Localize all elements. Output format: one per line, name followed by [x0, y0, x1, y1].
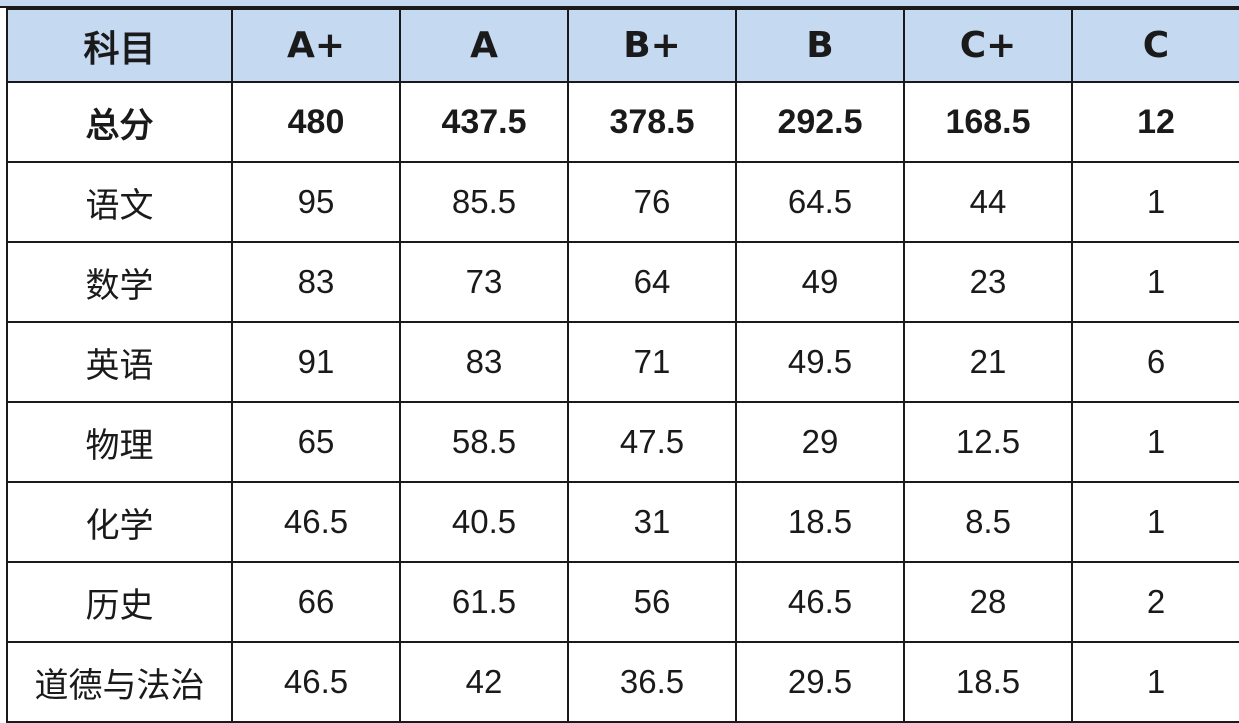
- score-cell: 58.5: [399, 401, 569, 483]
- total-value-cell: 480: [231, 81, 401, 163]
- header-row: 科目 A+ A B+ B C+ C: [6, 8, 1239, 83]
- score-cell: 66: [231, 561, 401, 643]
- total-value-cell: 378.5: [567, 81, 737, 163]
- score-cell: 46.5: [231, 481, 401, 563]
- score-cell: 73: [399, 241, 569, 323]
- score-cell: 23: [903, 241, 1073, 323]
- score-cell: 49.5: [735, 321, 905, 403]
- score-cell: 71: [567, 321, 737, 403]
- score-cell: 64.5: [735, 161, 905, 243]
- score-cell: 95: [231, 161, 401, 243]
- score-cell: 6: [1071, 321, 1239, 403]
- table-row: 英语 91 83 71 49.5 21 6: [6, 321, 1239, 403]
- score-cell: 18.5: [903, 641, 1073, 723]
- table-row: 化学 46.5 40.5 31 18.5 8.5 1: [6, 481, 1239, 563]
- score-cell: 8.5: [903, 481, 1073, 563]
- table-row: 历史 66 61.5 56 46.5 28 2: [6, 561, 1239, 643]
- total-label-cell: 总分: [6, 81, 233, 163]
- header-grade-c-plus: C+: [903, 8, 1073, 83]
- score-cell: 83: [231, 241, 401, 323]
- score-cell: 1: [1071, 161, 1239, 243]
- table-row: 数学 83 73 64 49 23 1: [6, 241, 1239, 323]
- subject-cell: 语文: [6, 161, 233, 243]
- score-cell: 83: [399, 321, 569, 403]
- score-cell: 28: [903, 561, 1073, 643]
- header-grade-b-plus: B+: [567, 8, 737, 83]
- score-cell: 36.5: [567, 641, 737, 723]
- score-cell: 85.5: [399, 161, 569, 243]
- score-cell: 29: [735, 401, 905, 483]
- score-cell: 91: [231, 321, 401, 403]
- score-cell: 64: [567, 241, 737, 323]
- score-cell: 12.5: [903, 401, 1073, 483]
- score-cell: 2: [1071, 561, 1239, 643]
- top-header-strip: [0, 0, 1239, 8]
- grade-score-table: 科目 A+ A B+ B C+ C 总分 480 437.5 378.5 292…: [6, 8, 1239, 723]
- score-cell: 1: [1071, 481, 1239, 563]
- header-grade-c: C: [1071, 8, 1239, 83]
- score-cell: 47.5: [567, 401, 737, 483]
- table-row: 物理 65 58.5 47.5 29 12.5 1: [6, 401, 1239, 483]
- header-grade-b: B: [735, 8, 905, 83]
- score-cell: 49: [735, 241, 905, 323]
- total-value-cell: 12: [1071, 81, 1239, 163]
- subject-cell: 物理: [6, 401, 233, 483]
- header-grade-a-plus: A+: [231, 8, 401, 83]
- table-row: 语文 95 85.5 76 64.5 44 1: [6, 161, 1239, 243]
- score-cell: 44: [903, 161, 1073, 243]
- score-cell: 76: [567, 161, 737, 243]
- score-cell: 61.5: [399, 561, 569, 643]
- header-subject-cell: 科目: [6, 8, 233, 83]
- header-grade-a: A: [399, 8, 569, 83]
- subject-cell: 道德与法治: [6, 641, 233, 723]
- score-cell: 1: [1071, 641, 1239, 723]
- score-cell: 46.5: [231, 641, 401, 723]
- score-cell: 56: [567, 561, 737, 643]
- total-value-cell: 437.5: [399, 81, 569, 163]
- score-cell: 65: [231, 401, 401, 483]
- score-cell: 46.5: [735, 561, 905, 643]
- score-cell: 42: [399, 641, 569, 723]
- total-row: 总分 480 437.5 378.5 292.5 168.5 12: [6, 81, 1239, 163]
- table-row: 道德与法治 46.5 42 36.5 29.5 18.5 1: [6, 641, 1239, 723]
- score-cell: 18.5: [735, 481, 905, 563]
- subject-cell: 历史: [6, 561, 233, 643]
- subject-cell: 数学: [6, 241, 233, 323]
- score-cell: 1: [1071, 401, 1239, 483]
- score-cell: 29.5: [735, 641, 905, 723]
- total-value-cell: 168.5: [903, 81, 1073, 163]
- subject-cell: 化学: [6, 481, 233, 563]
- subject-cell: 英语: [6, 321, 233, 403]
- score-cell: 21: [903, 321, 1073, 403]
- score-cell: 31: [567, 481, 737, 563]
- total-value-cell: 292.5: [735, 81, 905, 163]
- score-cell: 40.5: [399, 481, 569, 563]
- score-cell: 1: [1071, 241, 1239, 323]
